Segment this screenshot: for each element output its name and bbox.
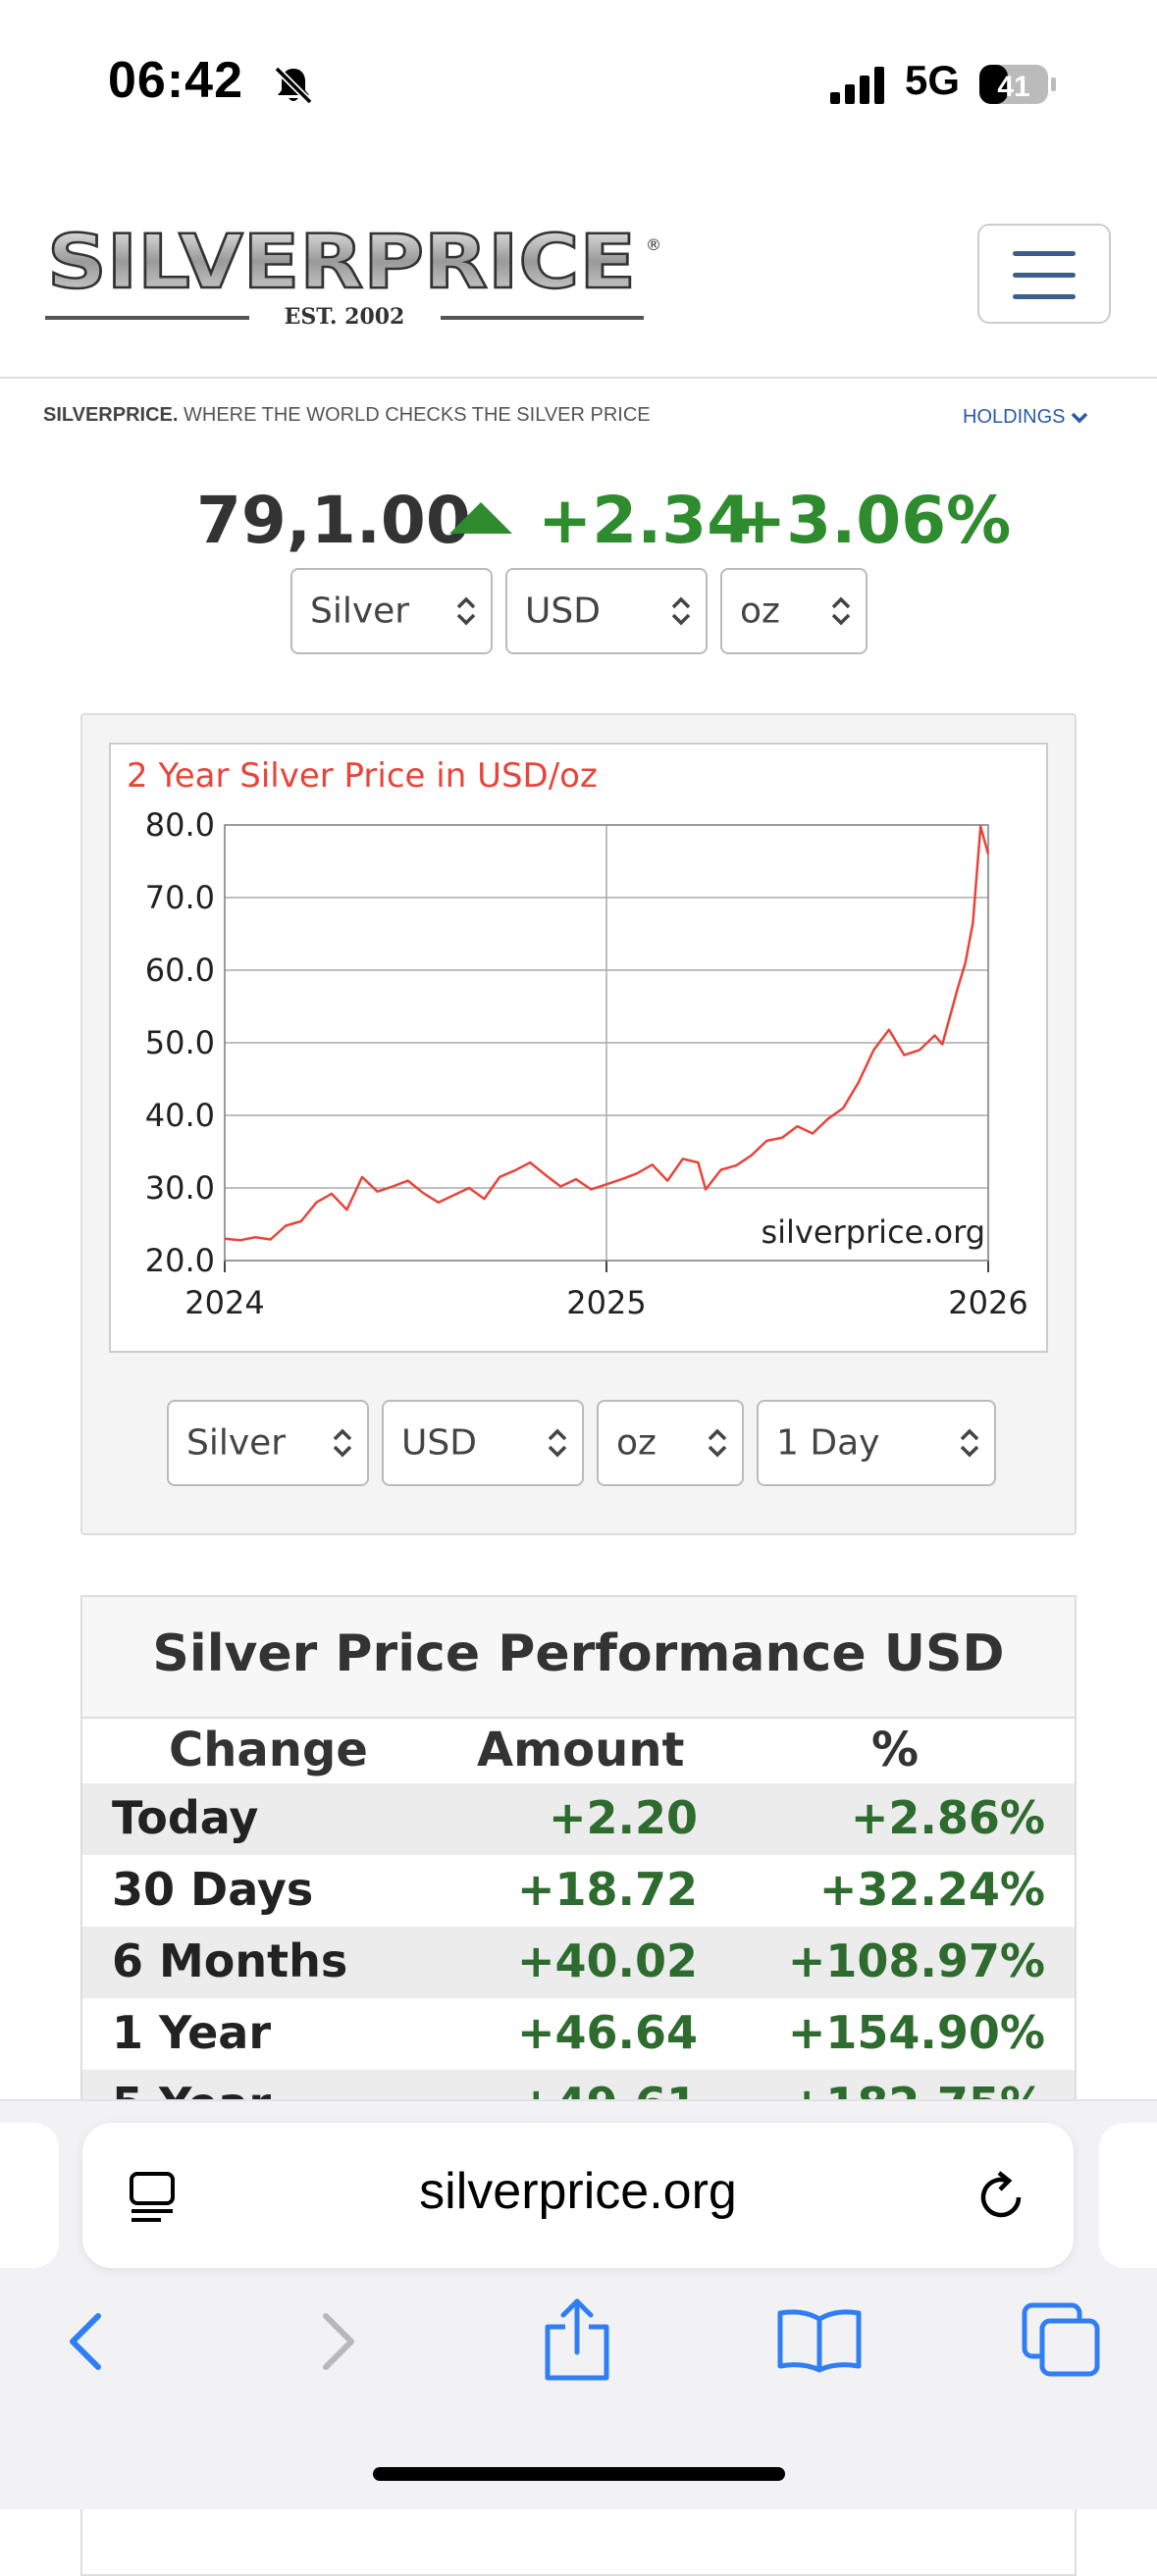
svg-text:SILVERPRICE: SILVERPRICE [47,221,636,305]
y-tick-label: 20.0 [145,1242,215,1279]
reader-icon[interactable] [126,2168,184,2227]
select-chevrons-icon [708,1428,727,1458]
hamburger-line-icon [1013,273,1076,278]
x-tick-label: 2025 [566,1284,646,1321]
metal-select[interactable]: Silver [290,568,493,654]
chart-period-select-value: 1 Day [776,1422,880,1464]
select-chevrons-icon [831,596,851,626]
unit-select-value: oz [740,591,780,632]
battery-icon: 41 [979,65,1056,104]
cellular-signal-icon [830,67,884,104]
price-change: +2.34 [538,483,753,558]
currency-select-value: USD [525,591,601,632]
x-tick-label: 2024 [184,1284,264,1321]
row-percent: +2.86% [850,1791,1045,1844]
tagline: SILVERPRICE. WHERE THE WORLD CHECKS THE … [43,404,651,427]
y-tick-label: 70.0 [145,879,215,916]
y-tick-label: 40.0 [145,1097,215,1134]
svg-text:EST. 2002: EST. 2002 [285,304,405,330]
row-amount: +18.72 [516,1863,698,1916]
select-chevrons-icon [456,596,476,626]
battery-level: 41 [997,71,1029,103]
bell-muted-icon [274,66,313,105]
chart-metal-select-value: Silver [186,1422,287,1464]
performance-title: Silver Price Performance USD [152,1624,1005,1683]
row-amount: +46.64 [516,2006,698,2059]
next-tab-card[interactable] [1099,2123,1157,2268]
table-row: 6 Months +40.02 +108.97% [82,1927,1075,1998]
home-indicator[interactable] [373,2467,785,2481]
tagline-brand: SILVERPRICE. [43,404,179,426]
y-tick-label: 60.0 [145,952,215,989]
x-tick-label: 2026 [948,1284,1027,1321]
url-text[interactable]: silverprice.org [419,2163,737,2220]
chart-period-select[interactable]: 1 Day [757,1400,996,1486]
header-divider [0,377,1157,379]
hamburger-line-icon [1013,294,1076,299]
bookmarks-icon[interactable] [775,2305,864,2374]
tagline-text: WHERE THE WORLD CHECKS THE SILVER PRICE [178,404,651,426]
column-header-change: Change [169,1723,368,1777]
status-time: 06:42 [108,52,243,109]
row-percent: +108.97% [787,1934,1045,1987]
price-change-percent: +3.06% [732,483,1012,558]
column-header-amount: Amount [477,1723,685,1777]
row-label: 1 Year [112,2006,272,2059]
forward-icon[interactable] [306,2310,365,2373]
y-tick-label: 50.0 [145,1024,215,1061]
table-row: Today +2.20 +2.86% [82,1783,1075,1855]
chart-title: 2 Year Silver Price in USD/oz [127,756,598,796]
table-row: 1 Year +46.64 +154.90% [82,1998,1075,2070]
chevron-down-icon [1071,412,1088,424]
column-header-percent: % [871,1723,920,1777]
row-label: Today [112,1791,259,1844]
select-chevrons-icon [671,596,691,626]
row-percent: +32.24% [818,1863,1045,1916]
hamburger-line-icon [1013,251,1076,256]
chart-unit-select-value: oz [616,1422,657,1464]
metal-select-value: Silver [310,591,410,632]
tabs-icon[interactable] [1021,2301,1103,2380]
network-type: 5G [905,57,961,103]
currency-select[interactable]: USD [505,568,708,654]
unit-select[interactable]: oz [720,568,868,654]
price-up-arrow-icon [449,502,512,534]
back-icon[interactable] [59,2310,118,2373]
table-row: 30 Days +18.72 +32.24% [82,1855,1075,1927]
silver-price-chart: 2 Year Silver Price in USD/oz 20.0 30.0 40… [127,756,1028,1321]
chart-currency-select-value: USD [401,1422,477,1464]
plot-area [224,824,989,1262]
y-tick-label: 80.0 [145,806,215,844]
holdings-label: HOLDINGS [963,406,1066,428]
select-chevrons-icon [960,1428,979,1458]
performance-header [82,1597,1075,1719]
row-label: 6 Months [112,1934,348,1987]
chart-watermark: silverprice.org [761,1213,985,1251]
holdings-link[interactable]: HOLDINGS [963,406,1088,429]
row-label: 30 Days [112,1863,314,1916]
menu-button[interactable] [977,224,1111,324]
current-price: 79,1.00 [196,483,471,558]
share-icon[interactable] [538,2295,616,2384]
select-chevrons-icon [548,1428,567,1458]
series-line [224,825,990,1242]
chart-unit-select[interactable]: oz [597,1400,744,1486]
row-amount: +40.02 [516,1934,698,1987]
previous-tab-card[interactable] [0,2123,59,2268]
select-chevrons-icon [333,1428,352,1458]
row-amount: +2.20 [548,1791,698,1844]
svg-text:®: ® [646,235,661,254]
chart-metal-select[interactable]: Silver [167,1400,369,1486]
chart-currency-select[interactable]: USD [382,1400,584,1486]
chart-frame [109,743,1048,1353]
reload-icon[interactable] [973,2168,1032,2227]
row-percent: +154.90% [787,2006,1045,2059]
address-bar[interactable] [82,2123,1074,2268]
silverprice-logo[interactable]: SILVERPRICE ® EST. 2002 [43,221,661,338]
y-tick-label: 30.0 [145,1169,215,1207]
